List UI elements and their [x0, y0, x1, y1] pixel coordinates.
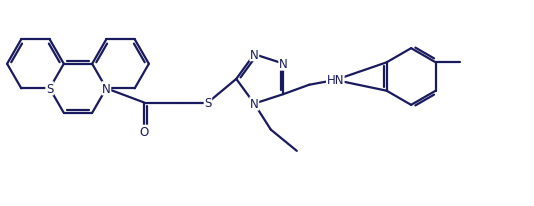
Text: HN: HN — [326, 74, 344, 87]
Text: S: S — [46, 82, 53, 95]
Text: N: N — [250, 98, 258, 111]
Text: N: N — [279, 58, 288, 71]
Text: N: N — [102, 82, 111, 95]
Text: O: O — [139, 126, 149, 139]
Text: S: S — [204, 97, 211, 109]
Text: N: N — [250, 48, 258, 61]
